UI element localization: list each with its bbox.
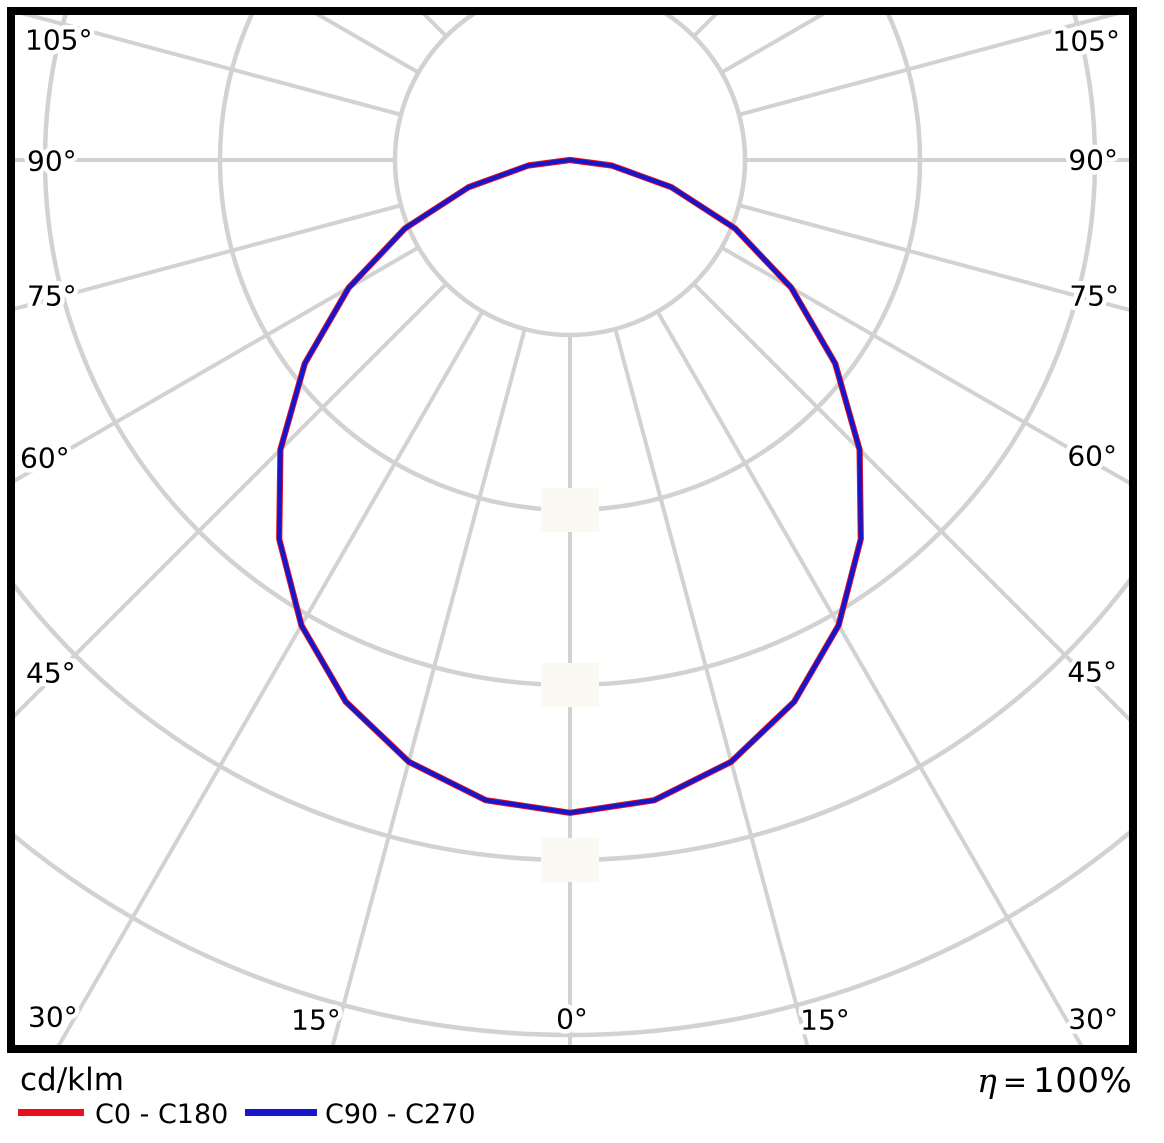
eta-symbol: η bbox=[977, 1061, 997, 1100]
grid-ray bbox=[738, 15, 1119, 117]
unit-label: cd/klm bbox=[20, 1062, 124, 1098]
angle-label: 75° bbox=[1069, 280, 1119, 313]
angle-label: 105° bbox=[25, 24, 92, 57]
grid-ray bbox=[655, 310, 1084, 1045]
grid-ray bbox=[692, 282, 1129, 722]
grid-ray bbox=[15, 203, 402, 311]
grid-ring bbox=[392, 15, 748, 338]
angle-label: 90° bbox=[27, 145, 77, 178]
grid-ray bbox=[15, 245, 420, 483]
legend-swatch-c90-c270 bbox=[245, 1109, 317, 1116]
axis-value-box bbox=[541, 838, 599, 882]
axis-value-box bbox=[541, 663, 599, 707]
grid-ray bbox=[330, 328, 527, 1045]
eta-equals: = bbox=[1002, 1065, 1028, 1099]
grid-ray bbox=[15, 282, 448, 718]
grid-ray bbox=[613, 328, 810, 1045]
legend-label-c0-c180: C0 - C180 bbox=[95, 1099, 229, 1130]
curve-c90-c270 bbox=[277, 157, 863, 815]
grid-ray bbox=[21, 15, 402, 117]
angle-label: 45° bbox=[26, 657, 76, 690]
grid-ray bbox=[56, 310, 485, 1045]
grid-ray bbox=[738, 203, 1129, 312]
angle-label: 45° bbox=[1067, 656, 1117, 689]
grid-ray bbox=[720, 245, 1129, 486]
eta-value: 100% bbox=[1033, 1061, 1133, 1101]
angle-label: 75° bbox=[27, 280, 77, 313]
grid-ring bbox=[15, 577, 1129, 863]
angle-label: 90° bbox=[1068, 144, 1118, 177]
axis-value-box bbox=[541, 488, 599, 532]
angle-label: 0° bbox=[556, 1003, 588, 1036]
efficiency-readout: η = 100% bbox=[977, 1061, 1132, 1101]
angle-label: 15° bbox=[291, 1004, 341, 1037]
polar-intensity-chart: 105° 90° 75° 60° 45° 30° 15° 0° 15° 30° 45° 60° 75° 9… bbox=[7, 7, 1137, 1053]
angle-label: 15° bbox=[800, 1004, 850, 1037]
angle-label: 30° bbox=[28, 1001, 78, 1034]
angle-label: 60° bbox=[20, 442, 70, 475]
legend-label-c90-c270: C90 - C270 bbox=[325, 1099, 476, 1130]
legend-swatch-c0-c180 bbox=[18, 1109, 84, 1116]
angle-label: 105° bbox=[1053, 25, 1120, 58]
angle-label: 60° bbox=[1067, 440, 1117, 473]
angle-label: 30° bbox=[1068, 1003, 1118, 1036]
plot-border bbox=[7, 7, 1137, 1053]
